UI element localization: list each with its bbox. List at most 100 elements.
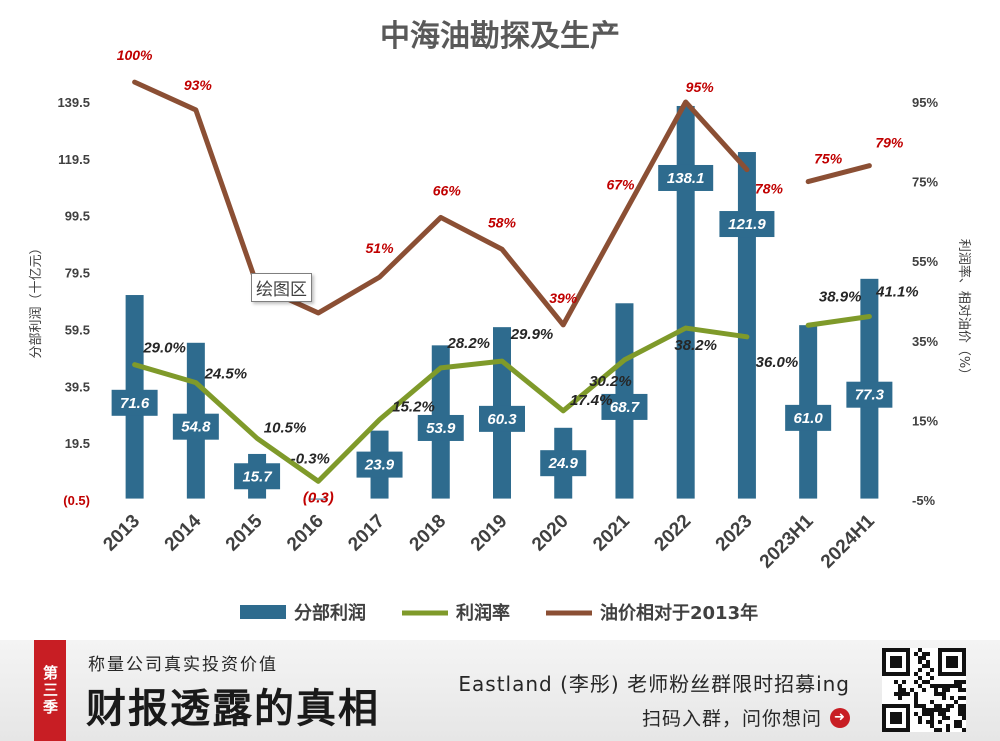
bar-value-label: 53.9 <box>426 420 456 437</box>
plot-area-tooltip: 绘图区 <box>251 273 312 302</box>
margin-line <box>132 325 750 484</box>
bar-label-box <box>172 413 219 440</box>
legend-label: 油价相对于2013年 <box>600 602 758 624</box>
bar-value-label: 61.0 <box>794 410 824 427</box>
data-labels: 71.6 54.8 15.7 (0.3) 23.9 53.9 60.3 24.9 68.7 138… <box>111 47 919 507</box>
margin-value-label: 38.2% <box>674 337 717 354</box>
chart-title: 中海油勘探及生产 <box>380 19 620 54</box>
right-axis-tick: 55% <box>912 254 938 269</box>
bar-label-box <box>658 164 714 191</box>
right-axis-tick: -5% <box>912 493 936 508</box>
x-axis-tick: 2021 <box>589 510 634 555</box>
bar-label-box <box>719 211 775 238</box>
bar-value-label: (0.3) <box>303 490 334 507</box>
right-axis-tick: 75% <box>912 175 938 190</box>
oil-value-label: 51% <box>366 240 395 256</box>
x-axis-tick: 2023 <box>712 511 757 556</box>
scan-prompt[interactable]: 扫码入群，问你想问 ➜ <box>642 704 850 731</box>
x-axis-tick: 2019 <box>467 511 512 556</box>
bar-value-label: 23.9 <box>364 457 395 474</box>
profit-bar <box>309 498 328 500</box>
left-axis-title: 分部利润（十亿元） <box>29 241 44 358</box>
margin-value-label: 30.2% <box>589 373 632 390</box>
bar-label-box <box>785 404 832 431</box>
left-axis-tick: 19.5 <box>65 436 90 451</box>
left-axis-tick: 79.5 <box>65 266 90 281</box>
bar-value-label: 68.7 <box>610 399 640 416</box>
margin-value-label: 38.9% <box>819 288 862 305</box>
right-axis-tick: 35% <box>912 334 938 349</box>
chart-svg: 中海油勘探及生产 (0.5) 19.5 39.5 59.5 79.5 99.5 119.5 1… <box>29 19 972 624</box>
right-axis-tick: 95% <box>912 95 938 110</box>
oil-value-label: 78% <box>755 181 784 197</box>
left-axis-ticks: (0.5) 19.5 39.5 59.5 79.5 99.5 119.5 139.5 <box>57 95 90 508</box>
banner-slogan: 称量公司真实投资价值 <box>88 655 278 675</box>
bar-value-label: 54.8 <box>181 419 211 436</box>
right-axis-tick: 15% <box>912 413 938 428</box>
left-axis-tick: 59.5 <box>65 322 90 337</box>
x-axis-tick: 2015 <box>222 510 267 555</box>
x-axis-ticks: 2013 2014 2015 2016 2017 2018 2019 2020 2021 2022… <box>99 510 879 572</box>
left-axis-tick: 99.5 <box>65 209 90 224</box>
x-axis-tick: 2022 <box>650 511 695 556</box>
oil-value-label: 58% <box>488 214 517 230</box>
bar-value-label: 138.1 <box>667 170 705 187</box>
x-axis-tick: 2014 <box>161 510 206 555</box>
margin-value-label: 10.5% <box>264 419 307 436</box>
bar-label-box <box>540 450 587 477</box>
line-series <box>132 79 872 484</box>
x-axis-tick: 2016 <box>283 511 328 556</box>
oil-value-label: 66% <box>433 182 462 198</box>
season-tag: 第三季 <box>34 640 66 741</box>
oil-value-label: 79% <box>875 135 904 151</box>
oil-value-label: 39% <box>549 290 578 306</box>
promo-banner: 第三季 称量公司真实投资价值 财报透露的真相 Eastland (李彤) 老师粉… <box>0 640 1000 741</box>
x-axis-tick: 2018 <box>406 511 451 556</box>
oil-price-line <box>805 163 872 185</box>
oil-value-label: 95% <box>686 79 715 95</box>
bar-value-label: 60.3 <box>487 411 517 428</box>
x-axis-tick: 2023H1 <box>756 510 818 572</box>
margin-value-label: 17.4% <box>570 392 613 409</box>
margin-value-label: 28.2% <box>446 335 490 352</box>
oil-value-label: 100% <box>117 47 153 63</box>
margin-value-label: 29.0% <box>142 340 186 357</box>
legend-label: 利润率 <box>456 602 510 624</box>
legend-label: 分部利润 <box>294 602 366 624</box>
bar-label-box <box>479 405 525 432</box>
qr-code-icon[interactable] <box>882 648 966 732</box>
banner-brand: 财报透露的真相 <box>86 685 380 732</box>
banner-recruit-text: Eastland (李彤) 老师粉丝群限时招募ing <box>458 672 850 696</box>
bar-value-label: 24.9 <box>548 455 579 472</box>
bar-label-box <box>356 451 403 478</box>
bar-label-box <box>417 414 464 441</box>
margin-value-label: 36.0% <box>756 354 799 371</box>
margin-value-label: 29.9% <box>510 326 554 343</box>
x-axis-tick: 2017 <box>344 511 389 556</box>
profit-bar <box>737 152 756 499</box>
profit-bars <box>125 105 879 500</box>
left-axis-tick: (0.5) <box>63 493 90 508</box>
oil-value-label: 93% <box>184 77 213 93</box>
scan-prompt-text: 扫码入群，问你想问 <box>641 708 822 730</box>
x-axis-tick: 2024H1 <box>817 510 879 572</box>
margin-line <box>805 314 872 328</box>
arrow-right-icon: ➜ <box>830 707 850 728</box>
legend: 分部利润 利润率 油价相对于2013年 <box>240 602 758 624</box>
bar-value-label: 15.7 <box>242 468 272 485</box>
bar-value-label: 77.3 <box>855 387 885 404</box>
x-axis-tick: 2020 <box>528 511 573 556</box>
left-axis-tick: 119.5 <box>58 152 90 167</box>
oil-value-label: 75% <box>814 151 843 167</box>
margin-value-label: -0.3% <box>291 450 330 467</box>
right-axis-ticks: -5% 15% 35% 55% 75% 95% <box>912 95 938 508</box>
bar-label-box <box>601 393 648 420</box>
bar-value-label: 121.9 <box>728 216 766 233</box>
bar-label-box <box>846 381 893 408</box>
bar-label-box <box>111 389 158 416</box>
margin-value-label: 41.1% <box>875 284 919 301</box>
bar-label-box <box>234 463 281 490</box>
left-axis-tick: 139.5 <box>57 95 90 110</box>
chart-area: 中海油勘探及生产 (0.5) 19.5 39.5 59.5 79.5 99.5 119.5 1… <box>29 19 972 624</box>
profit-bar <box>676 105 695 499</box>
